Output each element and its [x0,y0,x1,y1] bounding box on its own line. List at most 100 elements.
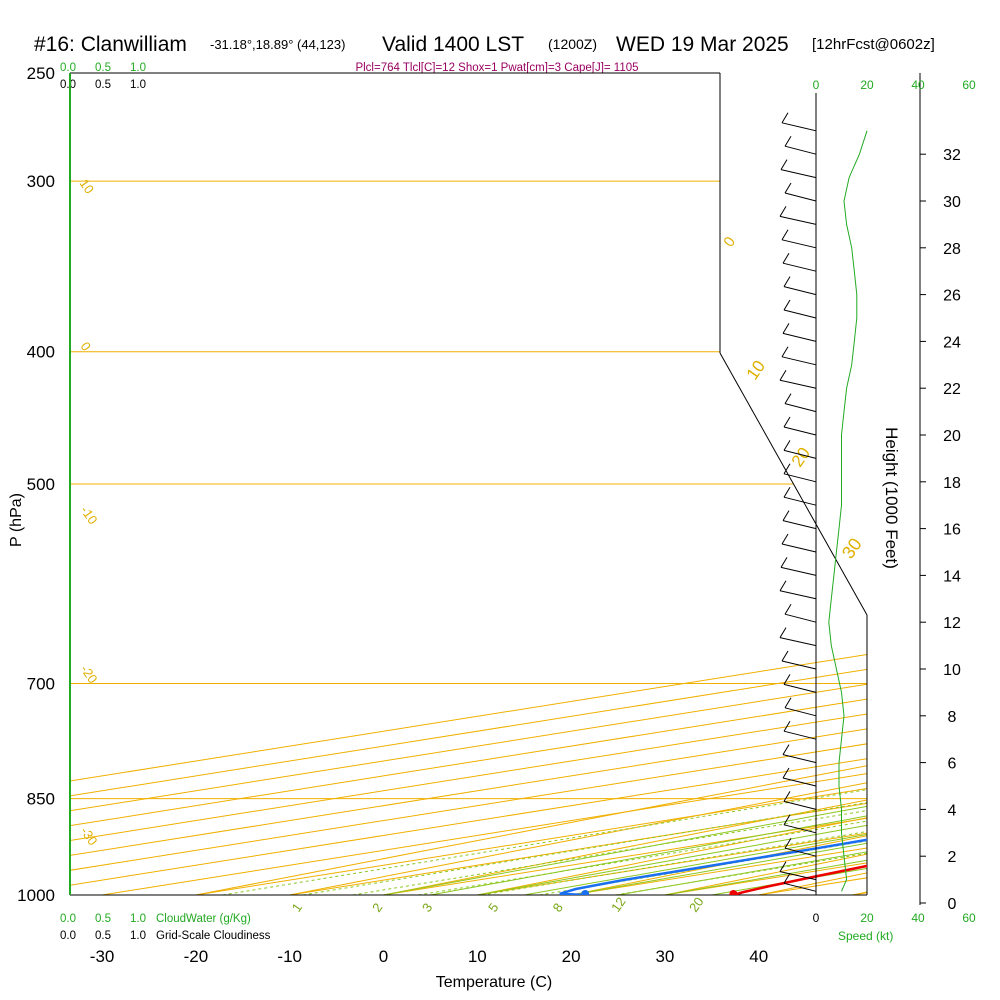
wind-barb-flag [780,159,788,170]
wind-barb-flag [782,744,790,755]
wind-barb-flag [779,627,787,638]
wind-barb-flag [780,557,788,568]
isotherm-label: 0 [720,234,739,251]
mixing-ratio-line [352,591,867,895]
valid-time: Valid 1400 LST [382,33,524,56]
isotherm-line [70,73,867,895]
wind-barb-flag [783,299,791,311]
surface-dewpoint-marker [581,890,590,895]
dry-adiabat-line [852,73,867,895]
wind-barb-flag [781,112,789,124]
wind-barb [784,403,817,413]
valid-date: WED 19 Mar 2025 [616,33,789,56]
cloud-bottom-black-0: 0.0 [60,930,76,942]
dry-adiabat-line [289,73,867,895]
mixing-ratio-label: 5 [485,900,501,915]
axes: 1 2 3 5 8 12 20100-10-20-300102030250300400500… [17,64,976,966]
height-tick-label: 20 [943,428,961,445]
isotherm-line [70,73,867,895]
wind-barb-flag [783,276,791,287]
pressure-tick-label: 700 [27,675,55,694]
isotherm-label: -20 [78,662,101,686]
height-tick-label: 0 [948,896,957,913]
thermo-grid [70,73,867,895]
height-axis-title: Height (1000 Feet) [882,427,901,569]
isotherm-line [70,73,867,895]
wind-speed-line [828,130,868,892]
height-tick-label: 10 [943,662,961,679]
wind-barb-flag [784,182,792,194]
speed-tick-label-top: 40 [911,78,925,92]
isotherm-line [70,73,867,895]
wind-barb [779,215,817,225]
height-tick-label: 6 [948,756,957,773]
temperature-tick-label: 10 [468,947,487,966]
isotherm-line [70,73,867,895]
height-tick-label: 22 [943,381,961,398]
wind-barb [783,683,817,693]
isotherm-label: -10 [78,503,101,527]
wind-barb [779,379,817,389]
wind-barb [784,707,817,717]
height-tick-label: 30 [943,194,961,211]
stability-indices: Plcl=764 Tlcl[C]=12 Shox=1 Pwat[cm]=3 Ca… [355,62,638,74]
mixing-ratio-label: 12 [608,894,629,914]
wind-barb [782,520,817,530]
pressure-tick-label: 850 [27,790,55,809]
station-coords: -31.18°,18.89° (44,123) [210,37,345,52]
wind-barb [783,730,817,740]
pressure-tick-label: 250 [27,64,55,83]
pressure-tick-label: 300 [27,172,55,191]
height-tick-label: 2 [948,849,957,866]
wind-barb [779,590,817,600]
wind-barb-flag [784,837,792,849]
cloudiness-label: Grid-Scale Cloudiness [156,930,271,942]
temperature-tick-label: 40 [749,947,768,966]
cloud-top-green-1: 0.5 [95,62,111,74]
wind-barb [779,871,817,881]
pressure-tick-label: 500 [27,475,55,494]
mixing-ratio-line [482,591,867,895]
mixing-ratio-line [302,591,867,895]
wind-barb [784,145,817,155]
speed-tick-label-top: 0 [813,78,820,92]
wind-barb-flag [783,814,791,826]
wind-barb-flag [781,346,789,358]
speed-tick-label-bottom: 40 [911,911,925,925]
wind-barb-flag [781,533,789,545]
mixing-ratio-label: 1 [289,900,305,915]
wind-barb-flag [779,369,787,381]
wind-barb-flag [783,416,791,428]
frame-right-slant [719,352,868,616]
isotherm-line [70,73,867,895]
wind-barb [780,566,817,576]
height-tick-label: 32 [943,147,961,164]
temperature-tick-label: -10 [277,947,302,966]
y-axis-title: P (hPa) [8,493,25,547]
dry-adiabat-line [195,73,867,895]
wind-barb [784,613,817,623]
isotherm-line [70,73,867,895]
station-title: #16: Clanwilliam [34,33,187,56]
cloud-bottom-green-1: 0.5 [95,913,111,925]
cloud-scale-bottom: 0.0 0.5 1.0 CloudWater (g/Kg) 0.0 0.5 1.… [60,913,271,942]
wind-barb-flag [782,323,790,334]
temperature-tick-label: 20 [562,947,581,966]
dewpoint-line [559,106,867,895]
wind-barb-flag [781,650,789,662]
isotherm-label: 10 [77,176,98,196]
height-tick-label: 28 [943,241,961,258]
wind-barb-flag [784,603,792,615]
mixing-ratio-line [418,591,867,895]
isotherm-line [852,73,867,895]
wind-barb [781,543,817,553]
wind-barb-flag [784,393,792,404]
sounding-series [559,106,867,895]
temperature-tick-label: 30 [655,947,674,966]
surface-temperature-marker [729,890,738,895]
wind-barb [783,426,817,436]
wind-barb [783,824,817,834]
isotherm-label: 30 [838,534,866,562]
wind-barb [779,637,817,647]
